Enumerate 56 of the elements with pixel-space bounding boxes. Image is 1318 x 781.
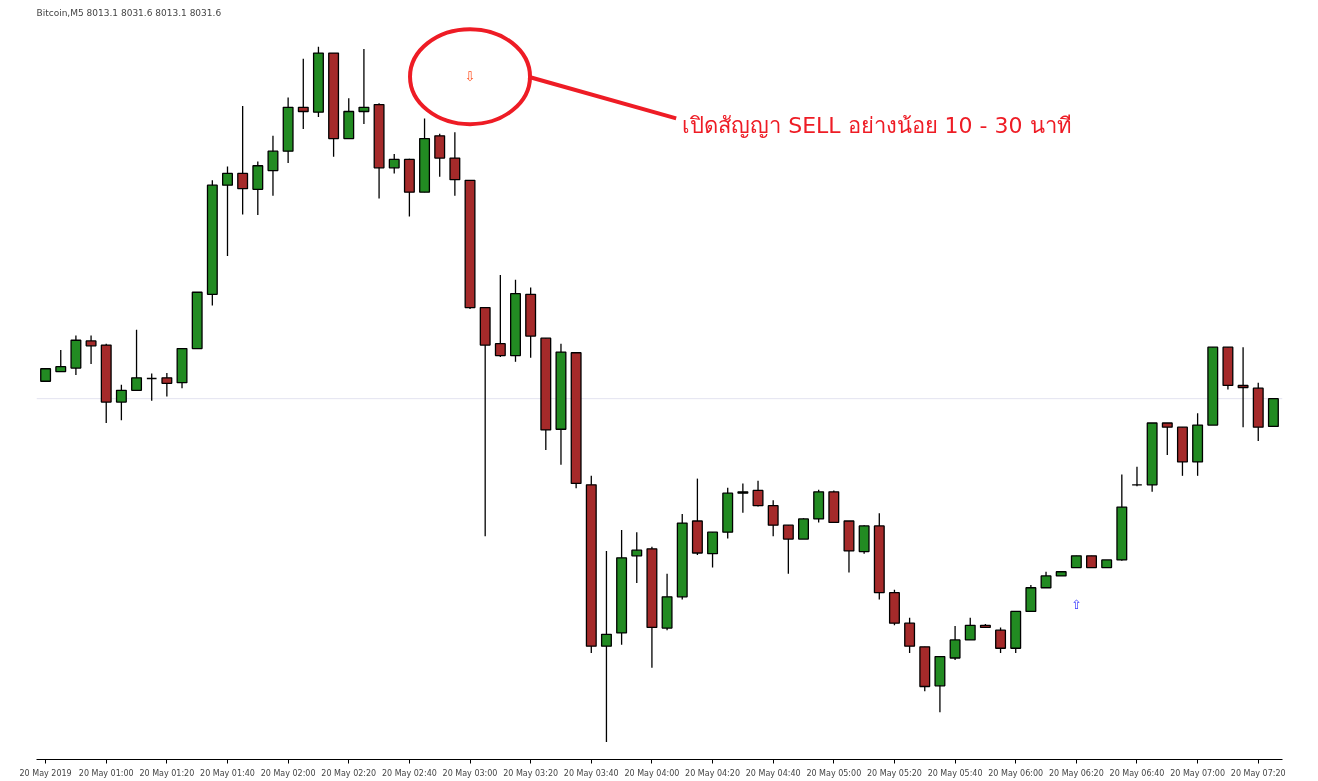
candlestick (85, 334, 97, 365)
candlestick (131, 329, 143, 391)
x-tick-label: 20 May 05:20 (867, 768, 922, 778)
x-tick-label: 20 May 03:00 (442, 768, 498, 778)
candlestick (434, 133, 446, 178)
candlestick (995, 626, 1007, 654)
x-tick-label: 20 May 04:00 (624, 768, 680, 778)
annotation: เปิดสัญญา SELL อย่างน้อย 10 - 30 นาที (682, 112, 1072, 138)
candlestick (707, 531, 719, 569)
x-tick-label: 20 May 2019 (19, 768, 72, 778)
candlestick (388, 153, 400, 175)
candlestick (267, 135, 279, 197)
candlestick (767, 499, 779, 537)
x-tick-label: 20 May 06:20 (1048, 768, 1104, 778)
x-tick-label: 20 May 07:00 (1170, 768, 1226, 778)
x-tick-label: 20 May 02:20 (321, 768, 377, 778)
candlestick (1025, 584, 1037, 613)
x-tick-label: 20 May 07:20 (1230, 768, 1286, 778)
x-tick-label: 20 May 01:20 (139, 768, 195, 778)
candlestick (782, 524, 794, 575)
x-tick-label: 20 May 03:20 (503, 768, 559, 778)
candlestick (1161, 422, 1173, 456)
candlestick (949, 625, 961, 661)
x-tick-label: 20 May 04:40 (745, 768, 801, 778)
candlestick (161, 372, 173, 398)
candlestick (964, 617, 976, 641)
candlestick (297, 58, 309, 130)
chart-title: Bitcoin,M5 8013.1 8031.6 8013.1 8031.6 (36, 7, 222, 18)
candlestick (146, 372, 158, 402)
x-tick-label: 20 May 02:40 (381, 768, 437, 778)
candlestick (494, 274, 506, 358)
candlestick (221, 165, 233, 257)
x-tick-label: 20 May 05:40 (927, 768, 983, 778)
x-tick-label: 20 May 03:40 (563, 768, 619, 778)
candlestick (737, 482, 749, 514)
candlestick (358, 48, 370, 125)
candlestick (904, 617, 916, 654)
candlestick (237, 105, 249, 216)
x-tick-label: 20 May 04:20 (685, 768, 740, 778)
annotation: ⇩ (464, 69, 476, 85)
x-tick-label: 20 May 06:00 (988, 768, 1044, 778)
candlestick (600, 550, 612, 743)
x-tick-label: 20 May 01:40 (200, 768, 255, 778)
candlestick (115, 384, 127, 421)
candlestick (1237, 346, 1249, 428)
candlestick (752, 480, 764, 508)
candlestick (798, 517, 809, 540)
candlestick (55, 349, 67, 373)
x-tick-label: 20 May 01:00 (78, 768, 134, 778)
candlestick (1131, 466, 1143, 487)
candlestick (449, 131, 461, 197)
x-tick-label: 20 May 05:00 (806, 768, 862, 778)
x-tick-label: 20 May 02:00 (260, 768, 316, 778)
annotation: ⇧ (1070, 596, 1082, 612)
x-tick-label: 20 May 06:40 (1109, 768, 1165, 778)
candlestick (252, 160, 264, 216)
